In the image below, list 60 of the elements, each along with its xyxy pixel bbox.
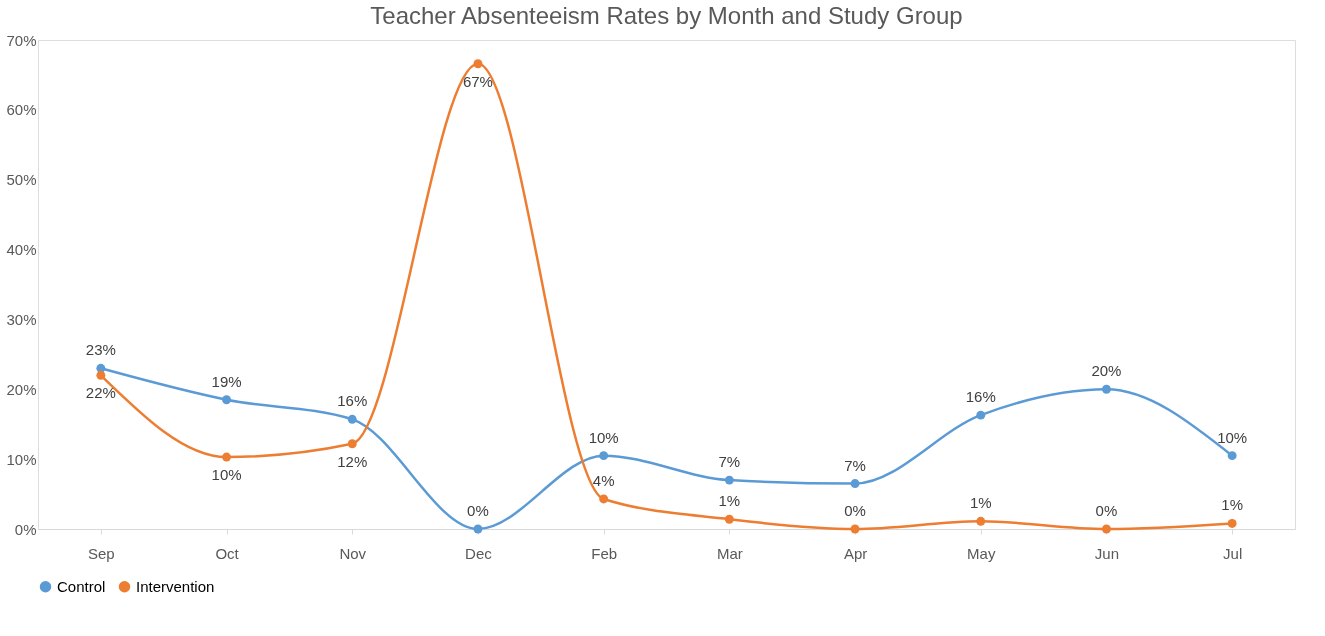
chart-title: Teacher Absenteeism Rates by Month and Study Group: [370, 2, 963, 29]
data-label: 10%: [211, 466, 242, 484]
x-tick-label: Jun: [1094, 544, 1120, 562]
data-label: 23%: [85, 341, 116, 359]
point: [1227, 451, 1237, 461]
point: [976, 516, 986, 526]
point: [347, 439, 357, 449]
point: [724, 514, 734, 524]
y-tick-label: 40%: [6, 241, 37, 259]
legend-label: Intervention: [136, 577, 215, 595]
point: [1227, 518, 1237, 528]
x-tick-label: Nov: [339, 544, 367, 562]
point: [1101, 524, 1111, 534]
legend-label: Control: [57, 577, 106, 595]
data-label: 12%: [337, 452, 368, 470]
point: [976, 410, 986, 420]
x-tick-label: Oct: [215, 544, 240, 562]
y-tick-label: 60%: [6, 101, 37, 119]
y-tick-label: 70%: [6, 31, 37, 49]
data-label: 7%: [718, 453, 741, 471]
point: [473, 524, 483, 534]
x-tick-label: Feb: [591, 544, 618, 562]
data-label: 16%: [337, 392, 368, 410]
y-tick-label: 10%: [6, 450, 37, 468]
data-label: 16%: [965, 388, 996, 406]
x-tick-label: Apr: [843, 544, 868, 562]
data-label: 1%: [1221, 496, 1243, 514]
point: [599, 451, 609, 461]
point: [96, 370, 106, 380]
x-tick-label: Sep: [88, 544, 115, 562]
data-label: 7%: [844, 456, 866, 474]
data-label: 1%: [969, 494, 992, 512]
y-tick-label: 20%: [6, 380, 37, 398]
point: [724, 475, 734, 485]
point: [473, 59, 483, 69]
point: [222, 395, 232, 405]
y-tick-label: 50%: [6, 171, 37, 189]
data-label: 67%: [462, 72, 493, 90]
data-label: 0%: [1095, 502, 1118, 519]
data-label: 22%: [85, 384, 116, 402]
point: [222, 452, 232, 462]
x-tick-label: Mar: [716, 544, 743, 562]
x-tick-label: May: [967, 544, 996, 562]
x-tick-label: Jul: [1223, 544, 1243, 562]
y-tick-label: 0%: [14, 520, 37, 538]
data-label: 19%: [211, 372, 242, 390]
data-label: 4%: [592, 471, 615, 489]
x-tick-label: Dec: [465, 544, 493, 562]
point: [1101, 384, 1111, 394]
point: [850, 524, 860, 534]
point: [347, 414, 357, 424]
data-label: 1%: [718, 492, 741, 510]
data-label: 10%: [1217, 428, 1248, 446]
y-tick-label: 30%: [6, 310, 37, 328]
data-label: 20%: [1091, 362, 1122, 380]
data-label: 10%: [588, 428, 619, 446]
data-label: 0%: [467, 502, 489, 519]
point: [850, 479, 860, 489]
data-label: 0%: [844, 502, 866, 519]
point: [599, 494, 609, 504]
